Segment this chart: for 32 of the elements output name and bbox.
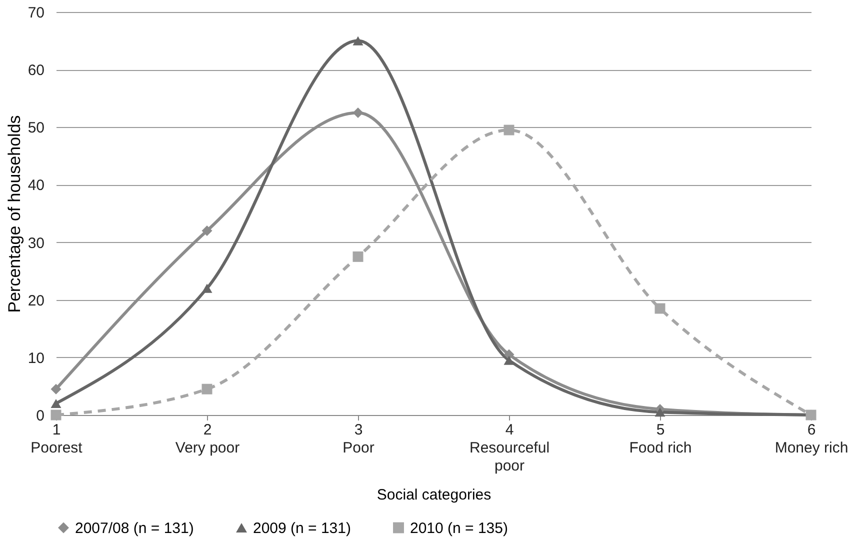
- y-axis-title: Percentage of households: [4, 115, 24, 313]
- point: [504, 124, 514, 136]
- x-tick-label: 1 Poorest: [30, 422, 84, 456]
- point: [202, 384, 212, 394]
- point: [50, 410, 62, 420]
- point: [352, 36, 364, 46]
- point: [654, 303, 666, 314]
- x-tick-label: 5 Food rich: [629, 422, 692, 456]
- legend-label: 2010 (n = 135): [410, 520, 508, 537]
- legend-label: 2009 (n = 131): [253, 520, 351, 537]
- y-tick-label: 30: [28, 234, 44, 252]
- y-tick-label: 0: [36, 408, 44, 424]
- point: [654, 408, 666, 417]
- point: [50, 384, 62, 394]
- point: [202, 226, 212, 236]
- legend-label: 2007/08 (n = 131): [75, 520, 194, 537]
- x-tick-label: 4 Resourceful poor: [469, 422, 550, 474]
- point: [202, 284, 212, 293]
- point: [504, 356, 514, 365]
- x-tick-label: 3 Poor: [342, 422, 374, 456]
- point: [352, 108, 364, 118]
- y-tick-label: 50: [28, 120, 44, 137]
- y-tick-label: 20: [28, 292, 44, 310]
- y-tick-label: 70: [28, 4, 44, 22]
- x-tick-label: 6 Money rich: [774, 422, 848, 456]
- y-tick-label: 40: [28, 177, 44, 194]
- point: [352, 251, 364, 262]
- x-axis-title: Social categories: [376, 486, 492, 504]
- x-tick-label: 2 Very poor: [175, 422, 240, 456]
- point: [50, 398, 62, 408]
- y-tick-label: 60: [28, 62, 44, 80]
- y-tick-label: 10: [28, 350, 44, 367]
